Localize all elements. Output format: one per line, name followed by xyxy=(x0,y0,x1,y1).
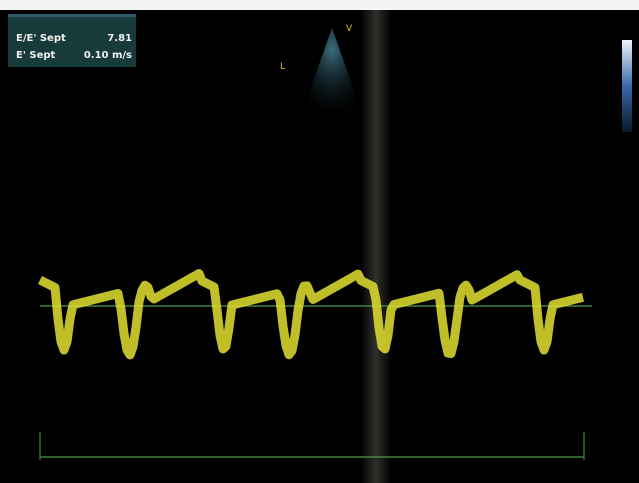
probe-marker: L xyxy=(280,62,285,72)
measurement-value: 7.81 xyxy=(107,33,132,44)
ultrasound-image xyxy=(0,0,639,483)
color-bar xyxy=(622,40,632,132)
ultrasound-screen: E/E' Sept 7.81 E' Sept 0.10 m/s V L xyxy=(0,0,639,483)
measurement-value: 0.10 m/s xyxy=(84,50,132,61)
top-border xyxy=(0,0,639,10)
measurement-label: E/E' Sept xyxy=(16,33,66,44)
measurement-panel: E/E' Sept 7.81 E' Sept 0.10 m/s xyxy=(8,14,136,67)
measurement-label: E' Sept xyxy=(16,50,55,61)
measurement-row: E' Sept 0.10 m/s xyxy=(16,50,132,61)
probe-marker: V xyxy=(346,24,352,34)
measurement-row: E/E' Sept 7.81 xyxy=(16,33,132,44)
vertical-band xyxy=(360,10,392,483)
